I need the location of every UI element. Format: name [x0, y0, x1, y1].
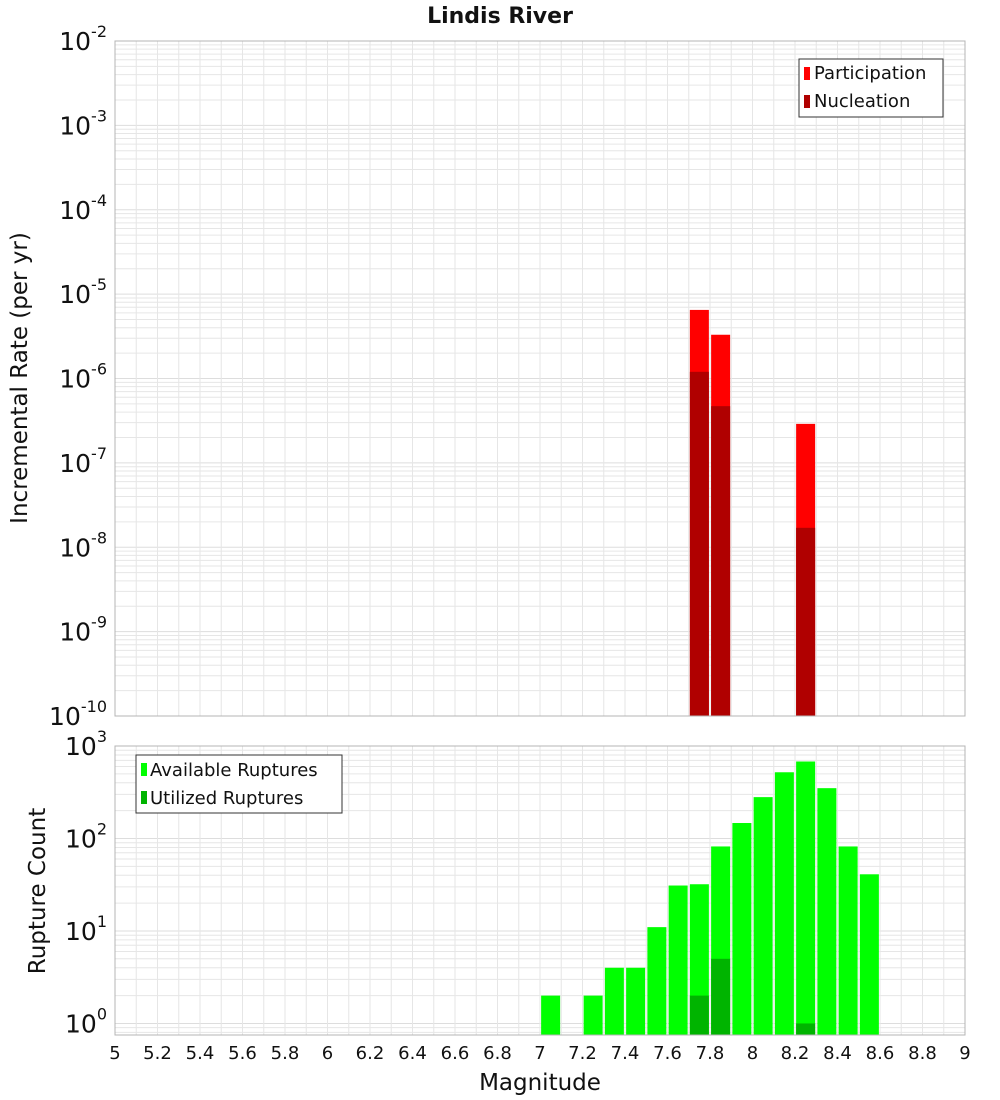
- x-tick-label: 7.4: [611, 1043, 640, 1064]
- chart-title: Lindis River: [427, 4, 573, 29]
- top-gridlines: [114, 40, 966, 717]
- available-ruptures-bar: [859, 874, 879, 1035]
- available-ruptures-bar: [647, 927, 667, 1035]
- top-y-tick-labels: 10-10 10-9 10-8 10-7 10-6 10-5 10-4 10-3 10-2: [49, 22, 107, 731]
- nucleation-bar: [689, 371, 709, 716]
- x-tick-label: 8.4: [823, 1043, 852, 1064]
- bottom-legend-box: [135, 754, 343, 814]
- x-tick-label: 5: [109, 1043, 120, 1064]
- utilized-ruptures-bar: [796, 1023, 816, 1035]
- y-tick-label: 103: [65, 727, 107, 761]
- available-legend-label: Available Ruptures: [150, 760, 318, 781]
- x-tick-label: 8.8: [908, 1043, 937, 1064]
- nucleation-legend-label: Nucleation: [814, 91, 910, 112]
- y-tick-label: 10-10: [49, 697, 107, 731]
- available-swatch: [141, 763, 147, 776]
- x-tick-label: 5.8: [271, 1043, 300, 1064]
- nucleation-bar: [711, 406, 731, 716]
- top-y-axis-label: Incremental Rate (per yr): [7, 232, 33, 524]
- y-tick-label: 10-8: [59, 528, 107, 562]
- available-ruptures-bar: [604, 967, 624, 1035]
- y-tick-label: 10-6: [59, 360, 107, 394]
- x-tick-label: 6.4: [398, 1043, 427, 1064]
- available-ruptures-bar: [583, 995, 603, 1035]
- x-tick-label: 7.8: [696, 1043, 725, 1064]
- nucleation-swatch: [804, 95, 810, 108]
- top-plot-frame: [114, 40, 966, 717]
- y-tick-label: 102: [65, 819, 107, 853]
- y-tick-label: 10-7: [59, 444, 107, 478]
- top-bars: [689, 309, 816, 716]
- x-tick-label: 5.4: [186, 1043, 215, 1064]
- x-tick-label: 8.2: [781, 1043, 810, 1064]
- top-legend: Participation Nucleation: [798, 58, 944, 118]
- available-ruptures-bar: [817, 788, 837, 1035]
- bottom-y-axis-label: Rupture Count: [25, 808, 51, 974]
- x-tick-label: 9: [959, 1043, 970, 1064]
- utilized-legend-label: Utilized Ruptures: [150, 788, 303, 809]
- utilized-ruptures-bar: [689, 995, 709, 1035]
- x-tick-label: 7.2: [568, 1043, 597, 1064]
- y-tick-label: 100: [65, 1004, 107, 1038]
- available-ruptures-bar: [753, 797, 773, 1035]
- utilized-swatch: [141, 791, 147, 804]
- y-tick-label: 101: [65, 912, 107, 946]
- bottom-legend: Available Ruptures Utilized Ruptures: [135, 754, 343, 814]
- available-ruptures-bar: [796, 761, 816, 1035]
- x-tick-label: 6.2: [356, 1043, 385, 1064]
- bottom-bars: [541, 761, 879, 1035]
- x-tick-label: 5.2: [143, 1043, 172, 1064]
- available-ruptures-bar: [541, 995, 561, 1035]
- y-tick-label: 10-9: [59, 613, 107, 647]
- y-tick-label: 10-2: [59, 22, 107, 56]
- utilized-ruptures-bar: [711, 958, 731, 1035]
- nucleation-bar: [796, 527, 816, 716]
- available-ruptures-bar: [774, 772, 794, 1035]
- top-legend-box: [798, 58, 944, 118]
- y-tick-label: 10-3: [59, 106, 107, 140]
- available-ruptures-bar: [626, 967, 646, 1035]
- x-tick-label: 7.6: [653, 1043, 682, 1064]
- available-ruptures-bar: [732, 823, 752, 1035]
- available-ruptures-bar: [838, 846, 858, 1035]
- participation-swatch: [804, 67, 810, 80]
- x-tick-labels: 5 5.2 5.4 5.6 5.8 6 6.2 6.4 6.6 6.8 7 7.2 7.4 7.6 7.8 8…: [109, 1043, 970, 1064]
- participation-legend-label: Participation: [814, 63, 926, 84]
- x-tick-label: 8.6: [866, 1043, 895, 1064]
- x-tick-label: 6.6: [441, 1043, 470, 1064]
- x-tick-label: 8: [747, 1043, 758, 1064]
- x-tick-label: 7: [534, 1043, 545, 1064]
- available-ruptures-bar: [668, 885, 688, 1035]
- bottom-plot-frame: [114, 745, 966, 1036]
- y-tick-label: 10-5: [59, 275, 107, 309]
- x-tick-label: 6: [322, 1043, 333, 1064]
- y-tick-label: 10-4: [59, 191, 107, 225]
- x-tick-label: 5.6: [228, 1043, 257, 1064]
- x-axis-label: Magnitude: [479, 1070, 601, 1096]
- bottom-y-tick-labels: 100 101 102 103: [65, 727, 107, 1038]
- x-tick-label: 6.8: [483, 1043, 512, 1064]
